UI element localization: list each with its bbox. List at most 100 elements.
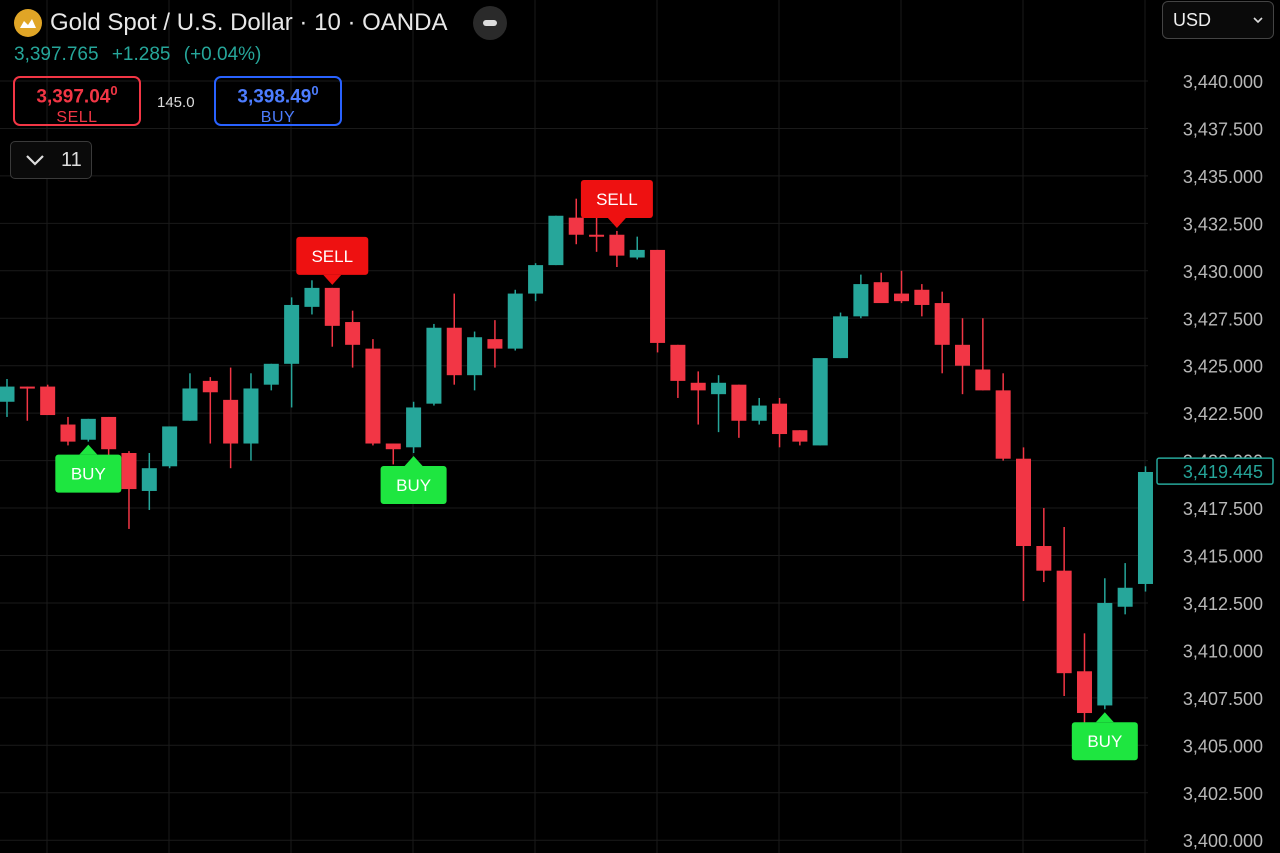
candle-body xyxy=(507,293,523,349)
candle-body xyxy=(1097,602,1113,706)
buy-signal-arrow xyxy=(1095,712,1114,723)
candle-body xyxy=(121,453,137,490)
buy-price-fraction: 0 xyxy=(311,83,319,98)
price-tick-label: 3,415.000 xyxy=(1183,547,1263,567)
candle-body xyxy=(853,284,869,317)
current-price-tag xyxy=(1156,457,1274,485)
candle-body xyxy=(0,386,15,402)
candle-body xyxy=(365,348,381,444)
candle-body xyxy=(19,386,35,389)
candle-body xyxy=(690,382,706,391)
signals-layer: BUY SELL BUY SELL BUY xyxy=(55,179,1138,761)
candle-body xyxy=(60,424,76,442)
chart-grid xyxy=(0,0,1148,853)
price-change-percent: (+0.04%) xyxy=(183,44,262,65)
candle-body xyxy=(975,369,991,391)
price-tick-label: 3,432.500 xyxy=(1183,214,1263,234)
buy-signal-label: BUY xyxy=(396,476,431,495)
buy-signal-box xyxy=(55,454,122,493)
buy-button[interactable]: 3,398.490 BUY xyxy=(214,76,342,126)
candle-body xyxy=(80,418,96,440)
price-tick-label: 3,417.500 xyxy=(1183,499,1263,519)
sell-signal-arrow xyxy=(323,274,342,285)
candle-body xyxy=(955,344,971,366)
candle-body xyxy=(568,217,584,235)
candle-body xyxy=(548,215,564,266)
candle-body xyxy=(202,380,218,393)
candle-body xyxy=(995,390,1011,459)
candle-body xyxy=(1016,458,1031,547)
buy-signal-arrow xyxy=(404,456,423,467)
candle-body xyxy=(1076,671,1092,714)
price-tick-label: 3,437.500 xyxy=(1183,119,1263,139)
candle-body xyxy=(446,327,462,376)
indicators-toggle-button[interactable]: 11 xyxy=(10,141,92,179)
price-tick-label: 3,430.000 xyxy=(1183,262,1263,282)
price-tick-label: 3,440.000 xyxy=(1183,72,1263,92)
candles-layer xyxy=(0,198,1153,733)
candle-body xyxy=(304,287,320,307)
candle-body xyxy=(467,337,483,376)
candle-body xyxy=(345,322,361,345)
candle-body xyxy=(914,289,930,305)
candle-body xyxy=(243,388,259,444)
chevron-down-icon xyxy=(1253,17,1263,24)
buy-signal-arrow xyxy=(79,444,98,455)
currency-value: USD xyxy=(1173,9,1212,30)
candle-body xyxy=(1117,587,1133,607)
candle-body xyxy=(263,363,279,385)
spread-value: 145.0 xyxy=(157,94,195,111)
candle-body xyxy=(934,303,950,345)
sell-price: 3,397.04 xyxy=(36,86,111,108)
sell-signal-arrow xyxy=(607,217,626,228)
price-tick-label: 3,407.500 xyxy=(1183,689,1263,709)
buy-label: BUY xyxy=(260,109,296,127)
candle-body xyxy=(487,339,503,349)
current-price-label: 3,419.445 xyxy=(1183,462,1263,482)
candle-body xyxy=(1137,471,1153,584)
candle-body xyxy=(162,426,178,467)
price-tick-label: 3,412.500 xyxy=(1183,594,1263,614)
sell-signal-label: SELL xyxy=(311,247,353,266)
candle-body xyxy=(284,304,300,364)
price-tick-label: 3,402.500 xyxy=(1183,784,1263,804)
candle-body xyxy=(101,416,117,450)
candle-body xyxy=(873,282,889,304)
sell-button[interactable]: 3,397.040 SELL xyxy=(13,76,141,126)
candle-body xyxy=(894,293,910,302)
price-summary: 3,397.765 +1.285 (+0.04%) xyxy=(14,44,269,66)
sell-signal-box xyxy=(296,236,369,275)
price-tick-label: 3,405.000 xyxy=(1183,736,1263,756)
indicators-count: 11 xyxy=(61,148,82,171)
candle-body xyxy=(833,316,849,359)
sell-label: SELL xyxy=(56,109,98,127)
candle-body xyxy=(223,399,239,444)
buy-signal-label: BUY xyxy=(1087,732,1122,751)
symbol-title: Gold Spot / U.S. Dollar · 10 · OANDA xyxy=(50,9,448,36)
candle-body xyxy=(731,384,747,421)
candle-body xyxy=(670,344,686,381)
price-tick-label: 3,422.500 xyxy=(1183,404,1263,424)
candle-body xyxy=(792,430,808,442)
chart-header: Gold Spot / U.S. Dollar · 10 · OANDA xyxy=(14,6,508,40)
candle-body xyxy=(772,403,788,435)
buy-signal-box xyxy=(1071,722,1138,761)
candle-body xyxy=(711,382,727,395)
candle-body xyxy=(629,249,645,258)
candle-body xyxy=(324,287,340,326)
currency-select[interactable]: USD xyxy=(1162,1,1274,39)
price-tick-label: 3,425.000 xyxy=(1183,357,1263,377)
candle-body xyxy=(141,468,157,491)
price-tick-label: 3,400.000 xyxy=(1183,831,1263,851)
minus-icon xyxy=(483,20,498,26)
sell-price-fraction: 0 xyxy=(110,83,118,98)
buy-price: 3,398.49 xyxy=(237,86,312,108)
sell-signal-label: SELL xyxy=(596,190,638,209)
collapse-legend-button[interactable] xyxy=(473,6,508,40)
candle-body xyxy=(385,443,401,450)
price-tick-label: 3,410.000 xyxy=(1183,641,1263,661)
last-price: 3,397.765 xyxy=(14,44,99,65)
candle-body xyxy=(589,234,605,237)
price-tick-label: 3,435.000 xyxy=(1183,167,1263,187)
